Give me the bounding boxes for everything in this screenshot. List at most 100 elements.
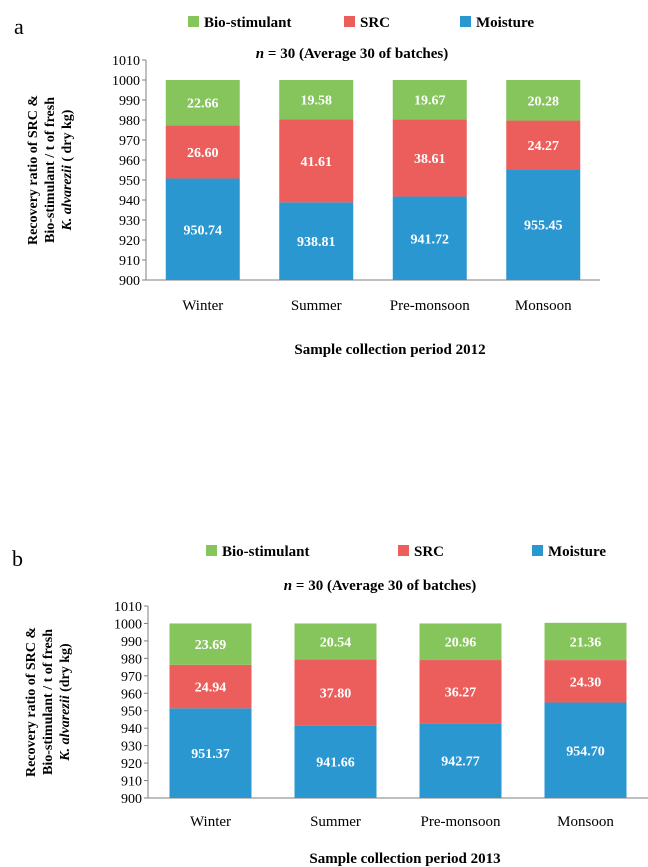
bar-src-monsoon	[544, 660, 627, 703]
data-label: 41.61	[301, 155, 333, 170]
y-tick-label: 970	[121, 670, 142, 685]
data-label: 19.67	[414, 94, 446, 109]
y-axis-title-species: K. alvarezii	[60, 165, 75, 231]
x-category-label: Winter	[182, 298, 223, 314]
y-tick-label: 910	[121, 775, 142, 790]
data-label: 955.45	[524, 219, 563, 234]
y-tick-label: 980	[121, 652, 142, 667]
data-label: 24.94	[195, 681, 227, 696]
y-axis-title-rest: ( dry kg)	[60, 109, 75, 165]
y-tick-label: 920	[121, 757, 142, 772]
legend-label: Bio-stimulant	[222, 544, 310, 560]
y-tick-label: 940	[121, 722, 142, 737]
y-tick-label: 1000	[112, 74, 140, 89]
legend-swatch-src	[344, 16, 355, 27]
data-label: 20.54	[320, 635, 352, 650]
y-axis-title-line: Recovery ratio of SRC &	[26, 95, 41, 245]
bar-bio-stimulant-monsoon	[506, 80, 581, 121]
y-tick-label: 950	[119, 174, 140, 189]
bar-bio-stimulant-pre-monsoon	[419, 623, 502, 661]
y-axis-title-line: Bio-stimulant / t of fresh	[41, 629, 56, 775]
data-label: 23.69	[195, 638, 227, 653]
x-category-label: Summer	[310, 814, 361, 830]
y-tick-label: 960	[119, 154, 140, 169]
subtitle-text: = 30 (Average 30 of batches)	[264, 46, 448, 62]
y-axis-title-rest: (dry kg)	[58, 643, 73, 695]
legend-swatch-moisture	[460, 16, 471, 27]
data-label: 19.58	[301, 94, 333, 109]
data-label: 938.81	[297, 235, 336, 250]
bar-bio-stimulant-pre-monsoon	[392, 80, 467, 120]
data-label: 950.74	[184, 223, 223, 238]
y-tick-label: 970	[119, 134, 140, 149]
chart-b-svg: b Bio-stimulant SRC Moisture n = 30 (Average…	[12, 544, 648, 867]
bar-moisture-pre-monsoon	[392, 196, 467, 280]
bar-moisture-summer	[279, 202, 354, 280]
legend-label: Bio-stimulant	[204, 15, 292, 31]
bar-bio-stimulant-winter	[165, 80, 240, 126]
x-axis-title: Sample collection period 2013	[309, 851, 500, 867]
x-category-label: Winter	[190, 814, 231, 830]
data-label: 22.66	[187, 97, 219, 112]
legend-label: SRC	[360, 15, 390, 31]
bar-src-monsoon	[506, 120, 581, 170]
y-axis-title-line: Recovery ratio of SRC &	[24, 627, 39, 777]
panel-label: a	[14, 14, 24, 39]
data-label: 24.27	[528, 139, 560, 154]
bar-moisture-winter	[165, 178, 240, 280]
x-category-label: Monsoon	[515, 298, 572, 314]
chart-subtitle: n = 30 (Average 30 of batches)	[284, 578, 476, 594]
data-label: 21.36	[570, 635, 602, 650]
bar-bio-stimulant-summer	[279, 80, 354, 120]
data-label: 20.96	[445, 636, 477, 651]
y-tick-label: 930	[119, 214, 140, 229]
bar-src-winter	[165, 125, 240, 179]
bar-moisture-winter	[169, 708, 252, 798]
subtitle-italic: n	[284, 578, 292, 594]
bar-src-pre-monsoon	[419, 660, 502, 724]
data-label: 951.37	[191, 747, 230, 762]
y-tick-label: 1010	[112, 54, 140, 69]
bar-src-winter	[169, 664, 252, 709]
data-label: 37.80	[320, 686, 352, 701]
x-axis-title: Sample collection period 2012	[294, 342, 485, 358]
data-label: 942.77	[441, 755, 480, 770]
panel-label: b	[12, 546, 23, 571]
chart-a-svg: a Bio-stimulant SRC Moisture n = 30 (Average…	[14, 14, 600, 358]
y-axis-title-line: K. alvarezii (dry kg)	[58, 643, 73, 762]
y-tick-label: 900	[119, 274, 140, 289]
legend-label: SRC	[414, 544, 444, 560]
y-axis-title-species: K. alvarezii	[58, 695, 73, 761]
bar-bio-stimulant-monsoon	[544, 622, 627, 661]
y-axis-title-line: K. alvarezii ( dry kg)	[60, 109, 75, 231]
legend-swatch-moisture	[532, 545, 543, 556]
legend-swatch-src	[398, 545, 409, 556]
y-tick-label: 950	[121, 705, 142, 720]
y-axis-title-line: Bio-stimulant / t of fresh	[43, 97, 58, 243]
legend-label: Moisture	[476, 15, 534, 31]
y-tick-label: 990	[121, 635, 142, 650]
data-label: 954.70	[566, 744, 605, 759]
data-label: 36.27	[445, 686, 477, 701]
legend-label: Moisture	[548, 544, 606, 560]
legend-swatch-bio-stimulant	[206, 545, 217, 556]
bar-bio-stimulant-winter	[169, 623, 252, 665]
data-label: 38.61	[414, 152, 446, 167]
y-tick-label: 930	[121, 740, 142, 755]
subtitle-text: = 30 (Average 30 of batches)	[292, 578, 476, 594]
bar-src-summer	[279, 119, 354, 203]
y-axis-title: Recovery ratio of SRC & Bio-stimulant / t…	[26, 95, 75, 245]
x-category-label: Pre-monsoon	[421, 814, 501, 830]
data-label: 941.66	[316, 756, 355, 771]
data-label: 20.28	[528, 94, 560, 109]
y-tick-label: 960	[121, 687, 142, 702]
bar-moisture-summer	[294, 725, 377, 798]
bar-src-summer	[294, 659, 377, 726]
y-tick-label: 920	[119, 234, 140, 249]
chart-panel-b: b Bio-stimulant SRC Moisture n = 30 (Average…	[0, 530, 648, 867]
chart-subtitle: n = 30 (Average 30 of batches)	[256, 46, 448, 62]
y-axis-title: Recovery ratio of SRC & Bio-stimulant / t…	[24, 627, 73, 777]
y-tick-label: 1000	[114, 617, 142, 632]
data-label: 26.60	[187, 146, 219, 161]
chart-panel-a: a Bio-stimulant SRC Moisture n = 30 (Average…	[0, 0, 648, 420]
